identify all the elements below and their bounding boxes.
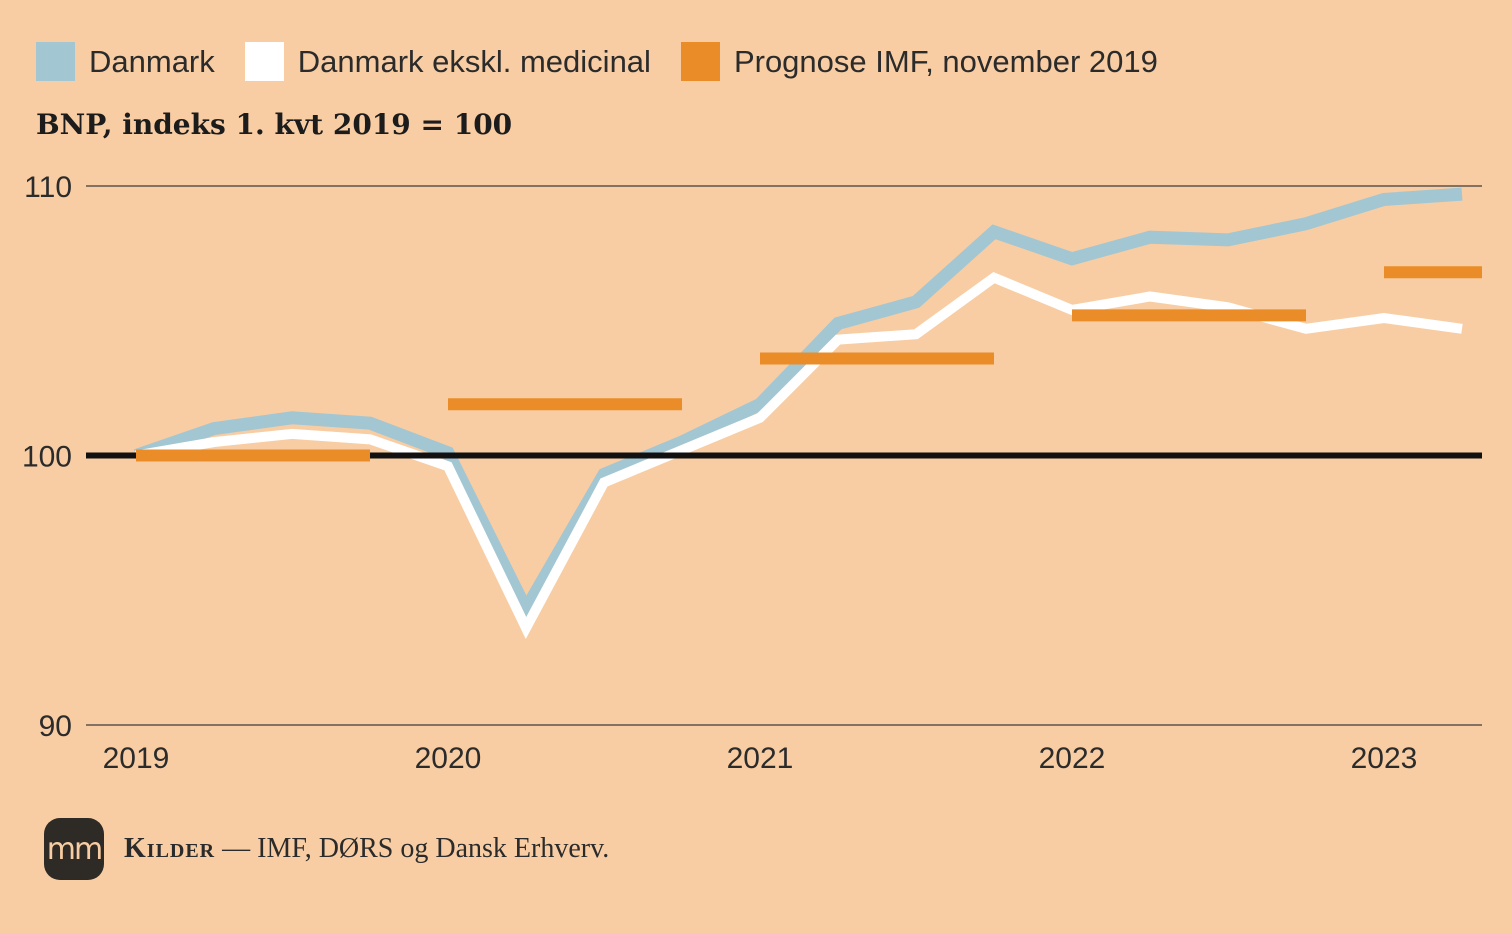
x-tick-label-2022: 2022 xyxy=(1039,742,1106,775)
series-line-0 xyxy=(133,187,1463,623)
legend-label-ekskl-medicinal: Danmark ekskl. medicinal xyxy=(297,43,651,79)
mm-logo: mm xyxy=(44,818,104,880)
x-tick-label-2021: 2021 xyxy=(727,742,794,775)
legend-item-danmark: Danmark xyxy=(36,42,215,81)
x-tick-label-2023: 2023 xyxy=(1351,742,1418,775)
y-tick-label-100: 100 xyxy=(22,441,72,474)
chart-subtitle: BNP, indeks 1. kvt 2019 = 100 xyxy=(36,108,513,141)
legend: Danmark Danmark ekskl. medicinal Prognos… xyxy=(36,42,1188,81)
source-footer: mm Kilder — IMF, DØRS og Dansk Erhverv. xyxy=(44,818,609,880)
legend-label-prognose-imf: Prognose IMF, november 2019 xyxy=(733,43,1158,79)
legend-label-danmark: Danmark xyxy=(89,43,215,79)
legend-item-prognose-imf: Prognose IMF, november 2019 xyxy=(680,42,1158,81)
y-tick-label-90: 90 xyxy=(39,710,72,743)
x-tick-label-2020: 2020 xyxy=(415,742,482,775)
source-label: Kilder xyxy=(124,833,216,864)
source-text: Kilder — IMF, DØRS og Dansk Erhverv. xyxy=(124,833,609,865)
legend-swatch-ekskl-medicinal xyxy=(244,42,284,81)
y-tick-label-110: 110 xyxy=(24,171,72,204)
legend-swatch-danmark xyxy=(36,42,75,81)
source-list: — IMF, DØRS og Dansk Erhverv. xyxy=(215,833,610,864)
legend-item-ekskl-medicinal: Danmark ekskl. medicinal xyxy=(244,42,651,81)
legend-swatch-prognose-imf xyxy=(680,42,720,81)
x-tick-label-2019: 2019 xyxy=(103,742,170,775)
